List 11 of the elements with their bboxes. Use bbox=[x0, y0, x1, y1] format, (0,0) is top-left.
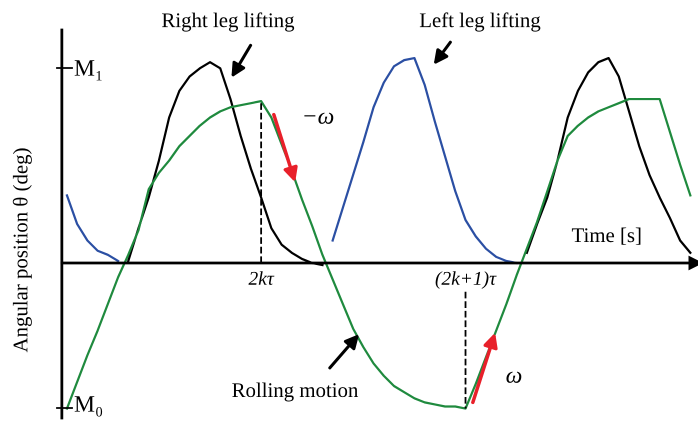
annotation: ω bbox=[506, 372, 522, 383]
annotation: −ω bbox=[304, 112, 334, 124]
text: Left leg lifting bbox=[420, 12, 540, 32]
x-axis-title: Time [s] bbox=[572, 228, 640, 245]
annotation: M₁ bbox=[74, 60, 102, 80]
x-tick-label: 2kτ bbox=[248, 271, 274, 285]
annotation: M₀ bbox=[74, 396, 102, 417]
text: Right leg lifting bbox=[162, 12, 294, 32]
y-axis-title: Angular position θ (deg) bbox=[12, 148, 32, 352]
x-tick-label: (2k+1)τ bbox=[436, 271, 497, 289]
annotation: Rolling motion bbox=[232, 382, 358, 402]
